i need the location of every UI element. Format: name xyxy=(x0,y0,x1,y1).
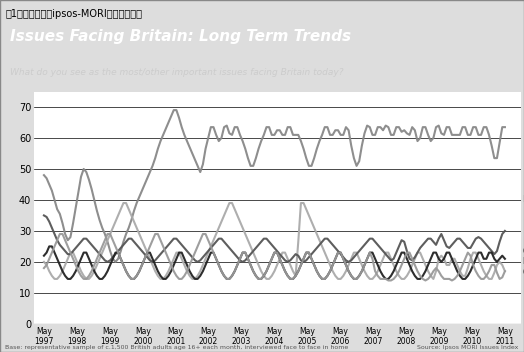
Text: Source: Ipsos MORI Issues Index: Source: Ipsos MORI Issues Index xyxy=(418,345,519,350)
Text: Economy: Economy xyxy=(523,127,524,136)
Text: Unemployment: Unemployment xyxy=(523,223,524,232)
Text: Race / immigration: Race / immigration xyxy=(523,195,524,205)
Text: Crime/
Law &
Order: Crime/ Law & Order xyxy=(523,247,524,277)
Text: NHS: NHS xyxy=(523,276,524,285)
Text: What do you see as the most/other important issues facing Britain today?: What do you see as the most/other import… xyxy=(10,68,344,77)
Text: Base: representative sample of c.1,500 British adults age 16+ each month, interv: Base: representative sample of c.1,500 B… xyxy=(5,345,348,350)
Text: Issues Facing Britain: Long Term Trends: Issues Facing Britain: Long Term Trends xyxy=(10,30,352,44)
Text: 図1　イギリス（ipsos-MORI）の調査結果: 図1 イギリス（ipsos-MORI）の調査結果 xyxy=(5,9,142,19)
